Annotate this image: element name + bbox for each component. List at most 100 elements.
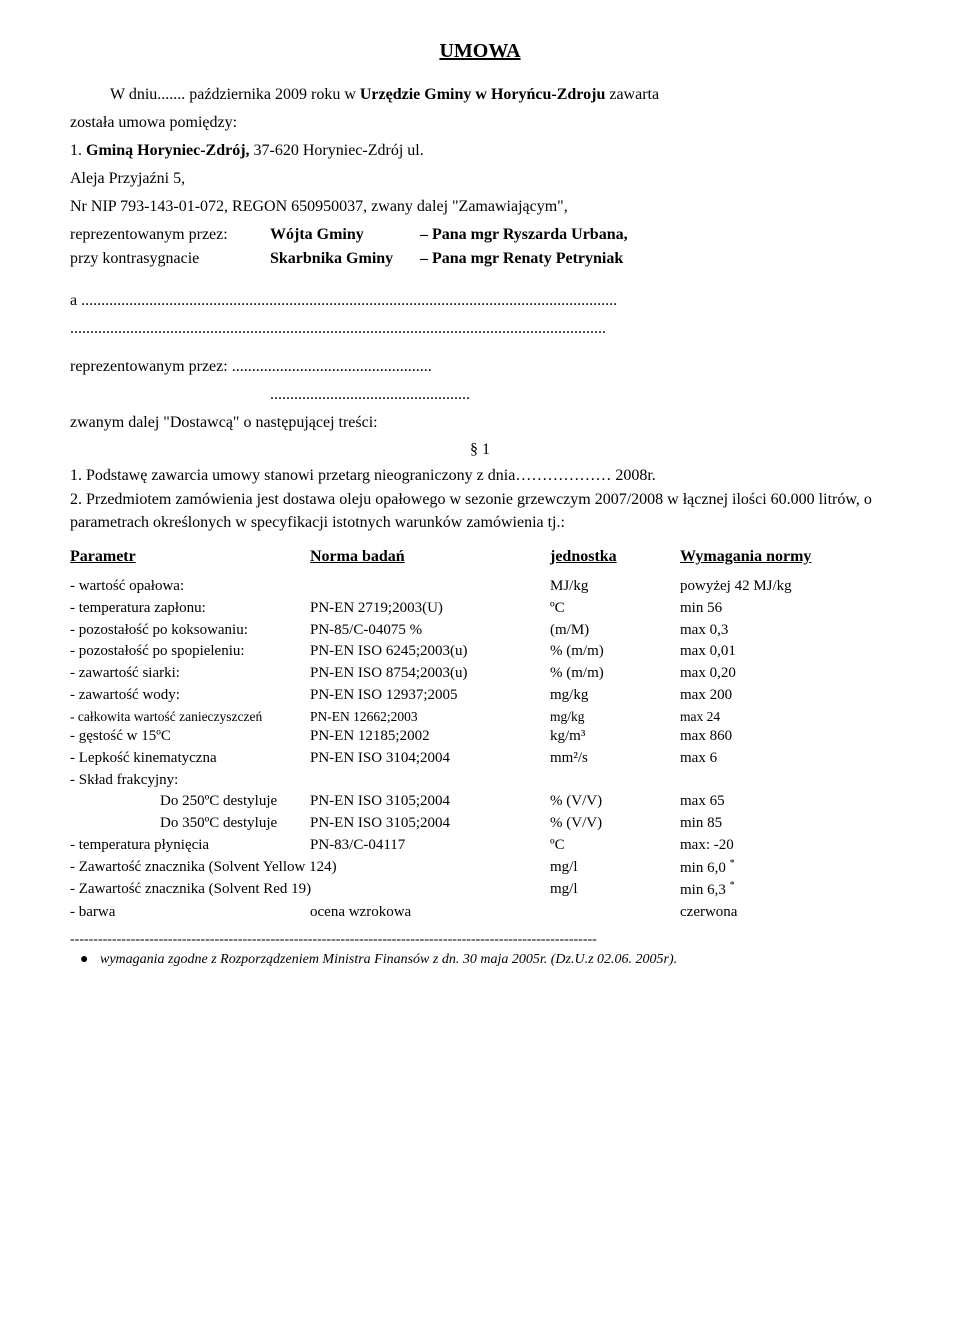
param-table-header: Parametr Norma badań jednostka Wymagania…: [70, 548, 890, 566]
cell-norma: PN-EN ISO 6245;2003(u): [310, 641, 550, 663]
kontra-label: przy kontrasygnacie: [70, 247, 270, 271]
table-row: - temperatura zapłonu:PN-EN 2719;2003(U)…: [70, 598, 890, 620]
table-row: - Zawartość znacznika (Solvent Yellow 12…: [70, 857, 890, 880]
table-row: - całkowita wartość zanieczyszczeńPN-EN …: [70, 707, 890, 727]
cell-jednostka: % (V/V): [550, 791, 680, 813]
cell-wymagania: min 56: [680, 598, 890, 620]
cell-wymagania: max 24: [680, 707, 890, 727]
intro-item1: 1. Gminą Horyniec-Zdrój, 37-620 Horyniec…: [70, 139, 890, 163]
cell-parametr: - Zawartość znacznika (Solvent Red 19): [70, 879, 550, 902]
cell-norma: PN-83/C-04117: [310, 835, 550, 857]
cell-parametr: - pozostałość po koksowaniu:: [70, 620, 310, 642]
cell-norma: PN-EN ISO 3104;2004: [310, 748, 550, 770]
cell-norma: PN-EN ISO 3105;2004: [310, 813, 550, 835]
table-row: - Skład frakcyjny:: [70, 770, 890, 792]
cell-norma: PN-EN 12185;2002: [310, 726, 550, 748]
table-row: - Zawartość znacznika (Solvent Red 19)mg…: [70, 879, 890, 902]
table-row: - pozostałość po spopieleniu:PN-EN ISO 6…: [70, 641, 890, 663]
param-table-body: - wartość opałowa:MJ/kgpowyżej 42 MJ/kg-…: [70, 576, 890, 924]
cell-jednostka: mg/l: [550, 857, 680, 880]
intro-item1-num: 1.: [70, 142, 86, 159]
cell-jednostka: (m/M): [550, 620, 680, 642]
cell-wymagania: max 0,20: [680, 663, 890, 685]
cell-parametr: - zawartość siarki:: [70, 663, 310, 685]
intro-text-1a: W dniu....... października 2009 roku w: [110, 86, 360, 103]
cell-wymagania: max 0,01: [680, 641, 890, 663]
table-row: - Lepkość kinematycznaPN-EN ISO 3104;200…: [70, 748, 890, 770]
clause-2: 2. Przedmiotem zamówienia jest dostawa o…: [70, 489, 890, 534]
cell-parametr: - temperatura zapłonu:: [70, 598, 310, 620]
cell-parametr: - pozostałość po spopieleniu:: [70, 641, 310, 663]
cell-norma: [310, 770, 550, 792]
th-wymagania: Wymagania normy: [680, 548, 890, 566]
cell-parametr: - temperatura płynięcia: [70, 835, 310, 857]
th-jednostka: jednostka: [550, 548, 680, 566]
rep-label: reprezentowanym przez:: [70, 223, 270, 247]
cell-wymagania: min 85: [680, 813, 890, 835]
rep-row-1: reprezentowanym przez: Wójta Gminy – Pan…: [70, 223, 890, 247]
rep-role-2: Skarbnika Gminy: [270, 247, 420, 271]
cell-parametr: - Zawartość znacznika (Solvent Yellow 12…: [70, 857, 550, 880]
clause-1: 1. Podstawę zawarcia umowy stanowi przet…: [70, 465, 890, 487]
table-row: - barwaocena wzrokowaczerwona: [70, 902, 890, 924]
cell-wymagania: max 860: [680, 726, 890, 748]
table-row: - gęstość w 15ºCPN-EN 12185;2002kg/m³max…: [70, 726, 890, 748]
rep2-line: reprezentowanym przez: .................…: [70, 355, 890, 379]
cell-parametr: - zawartość wody:: [70, 685, 310, 707]
cell-wymagania: min 6,3 *: [680, 879, 890, 902]
th-parametr: Parametr: [70, 548, 310, 566]
table-row: Do 350ºC destylujePN-EN ISO 3105;2004% (…: [70, 813, 890, 835]
footnote-text: wymagania zgodne z Rozporządzeniem Minis…: [70, 952, 890, 968]
rep2-line-b: ........................................…: [70, 383, 890, 407]
cell-norma: PN-EN 2719;2003(U): [310, 598, 550, 620]
cell-jednostka: MJ/kg: [550, 576, 680, 598]
cell-parametr: - barwa: [70, 902, 310, 924]
rep-role-1: Wójta Gminy: [270, 223, 420, 247]
document-page: UMOWA W dniu....... października 2009 ro…: [0, 0, 960, 1318]
th-norma: Norma badań: [310, 548, 550, 566]
cell-norma: [310, 576, 550, 598]
cell-wymagania: min 6,0 *: [680, 857, 890, 880]
cell-norma: PN-85/C-04075 %: [310, 620, 550, 642]
cell-jednostka: kg/m³: [550, 726, 680, 748]
rep-name-2: – Pana mgr Renaty Petryniak: [420, 247, 890, 271]
cell-wymagania: max: -20: [680, 835, 890, 857]
section-1-heading: § 1: [70, 441, 890, 459]
intro-item1-rest: 37-620 Horyniec-Zdrój ul.: [254, 142, 424, 159]
cell-jednostka: % (m/m): [550, 663, 680, 685]
cell-jednostka: ºC: [550, 598, 680, 620]
cell-norma: PN-EN 12662;2003: [310, 707, 550, 727]
rep-name-1: – Pana mgr Ryszarda Urbana,: [420, 223, 890, 247]
cell-parametr: - całkowita wartość zanieczyszczeń: [70, 707, 310, 727]
cell-wymagania: max 200: [680, 685, 890, 707]
cell-jednostka: mg/kg: [550, 685, 680, 707]
rep-row-2: przy kontrasygnacie Skarbnika Gminy – Pa…: [70, 247, 890, 271]
dash-separator: ----------------------------------------…: [70, 932, 890, 948]
intro-line2: została umowa pomiędzy:: [70, 111, 890, 135]
clause-2-text: 2. Przedmiotem zamówienia jest dostawa o…: [70, 491, 872, 530]
table-row: - zawartość siarki:PN-EN ISO 8754;2003(u…: [70, 663, 890, 685]
cell-norma: PN-EN ISO 3105;2004: [310, 791, 550, 813]
cell-jednostka: % (m/m): [550, 641, 680, 663]
cell-parametr: - wartość opałowa:: [70, 576, 310, 598]
cell-norma: ocena wzrokowa: [310, 902, 550, 924]
table-row: - temperatura płynięciaPN-83/C-04117ºCma…: [70, 835, 890, 857]
table-row: - pozostałość po koksowaniu:PN-85/C-0407…: [70, 620, 890, 642]
intro-line3: Aleja Przyjaźni 5,: [70, 167, 890, 191]
cell-jednostka: mg/kg: [550, 707, 680, 727]
cell-norma: PN-EN ISO 8754;2003(u): [310, 663, 550, 685]
document-title: UMOWA: [70, 40, 890, 63]
cell-wymagania: max 6: [680, 748, 890, 770]
intro-text-1b: Urzędzie Gminy w Horyńcu-Zdroju: [360, 86, 605, 103]
table-row: - zawartość wody:PN-EN ISO 12937;2005mg/…: [70, 685, 890, 707]
cell-wymagania: max 65: [680, 791, 890, 813]
zwanym-line: zwanym dalej "Dostawcą" o następującej t…: [70, 411, 890, 435]
cell-wymagania: max 0,3: [680, 620, 890, 642]
table-row: - wartość opałowa:MJ/kgpowyżej 42 MJ/kg: [70, 576, 890, 598]
cell-jednostka: [550, 902, 680, 924]
cell-parametr: - Lepkość kinematyczna: [70, 748, 310, 770]
cell-parametr: Do 250ºC destyluje: [70, 791, 310, 813]
cell-norma: PN-EN ISO 12937;2005: [310, 685, 550, 707]
cell-jednostka: % (V/V): [550, 813, 680, 835]
intro-line1: W dniu....... października 2009 roku w U…: [70, 83, 890, 107]
